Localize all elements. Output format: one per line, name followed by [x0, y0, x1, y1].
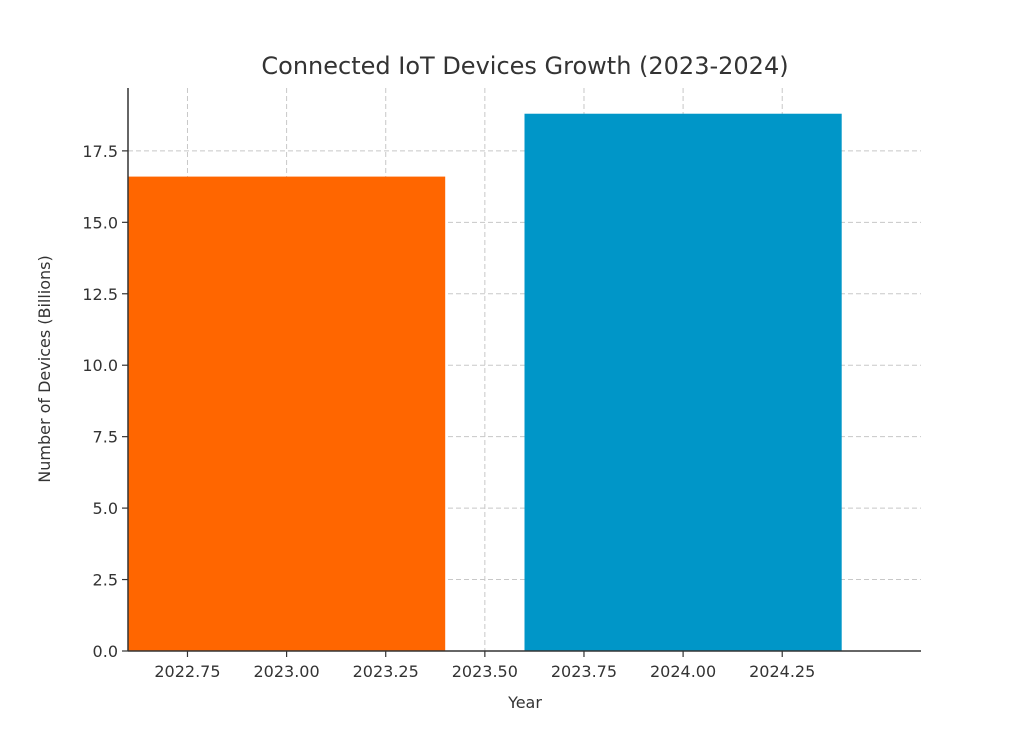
x-tick-label: 2023.00	[254, 662, 320, 681]
y-ticks: 0.0 2.5 5.0 7.5 10.0 12.5 15.0 17.5	[82, 142, 128, 661]
x-ticks: 2022.75 2023.00 2023.25 2023.50 2023.75 2024.…	[154, 651, 815, 681]
y-tick-label: 0.0	[93, 642, 118, 661]
x-tick-label: 2024.25	[749, 662, 815, 681]
y-tick-label: 12.5	[82, 285, 118, 304]
bar-2023	[128, 176, 446, 651]
y-tick-label: 5.0	[93, 499, 118, 518]
x-tick-label: 2023.75	[551, 662, 617, 681]
bars	[128, 113, 842, 651]
chart-title: Connected IoT Devices Growth (2023-2024)	[261, 52, 788, 80]
x-axis-label: Year	[507, 693, 542, 712]
y-tick-label: 15.0	[82, 213, 118, 232]
y-tick-label: 17.5	[82, 142, 118, 161]
x-tick-label: 2024.00	[650, 662, 716, 681]
axes	[127, 88, 921, 652]
x-tick-label: 2022.75	[154, 662, 220, 681]
x-tick-label: 2023.25	[353, 662, 419, 681]
y-tick-label: 7.5	[93, 428, 118, 447]
y-axis-label: Number of Devices (Billions)	[35, 255, 54, 483]
y-tick-label: 2.5	[93, 571, 118, 590]
y-tick-label: 10.0	[82, 356, 118, 375]
x-tick-label: 2023.50	[452, 662, 518, 681]
bar-2024	[524, 113, 842, 651]
